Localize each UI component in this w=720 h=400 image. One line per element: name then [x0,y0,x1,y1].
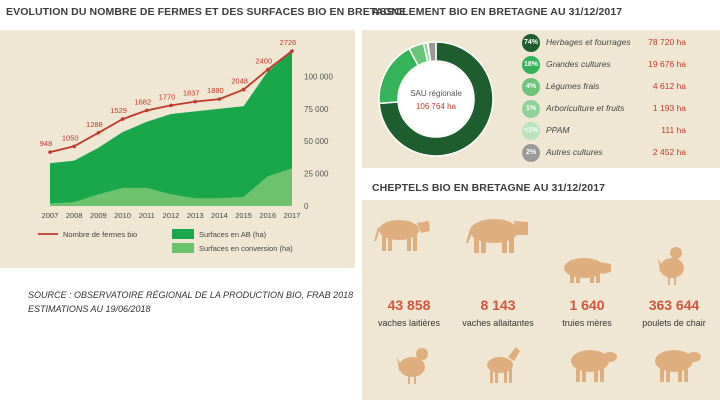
area-chart: 948 1050 1288 1529 1682 1770 1837 1880 2048 2400 2… [38,38,333,253]
x-tick-label: 2017 [284,211,301,220]
x-tick-label: 2014 [211,211,228,220]
chart-title: EVOLUTION DU NOMBRE DE FERMES ET DES SUR… [6,6,407,18]
farm-label: 1529 [110,106,127,115]
x-tick-label: 2016 [259,211,276,220]
pie-legend-row: 18% Grandes cultures 19 676 ha [522,56,712,74]
broilers-value: 363 644 [648,297,700,313]
farm-point [72,144,76,149]
broilers-label: poulets de chair [642,318,706,328]
legend-farms-label: Nombre de fermes bio [63,230,137,239]
x-tick-label: 2008 [66,211,83,220]
farm-label: 1682 [134,97,151,106]
farm-label: 1050 [62,133,79,142]
chart-panel: 948 1050 1288 1529 1682 1770 1837 1880 2048 2400 2… [0,30,355,268]
farm-point [145,108,149,113]
farm-point [266,67,270,72]
pie-legend-label: Arboriculture et fruits [546,103,625,113]
pie-legend-badge: 74% [522,34,540,52]
farm-point [217,97,222,101]
farm-label: 1288 [86,120,103,129]
pie-legend-row: 1% Arboriculture et fruits 1 193 ha [522,100,712,118]
pie-legend-badge: 1% [522,100,540,118]
donut-slice [426,41,437,63]
donut-slice [378,41,494,157]
legend-conversion-swatch [172,243,194,253]
farm-label: 2400 [255,57,272,66]
area-surfaces-conversion [50,168,292,206]
donut-chart: SAU régionale 106 764 ha [378,41,494,157]
farm-point [241,87,246,92]
pie-legend-badge: 2% [522,144,540,162]
chicken-icon [658,247,684,285]
beef-cows-label: vaches allaitantes [462,318,534,328]
y-tick-label: 75 000 [304,105,329,114]
assolement-panel: SAU régionale 106 764 ha [362,30,720,168]
pie-legend-row: 4% Légumes frais 4 612 ha [522,78,712,96]
pie-legend-label: Légumes frais [546,81,600,91]
x-tick-label: 2015 [235,211,252,220]
pie-legend-label: Herbages et fourrages [546,37,631,47]
legend-conversion-label: Surfaces en conversion (ha) [199,244,293,253]
sows-label: truies mères [562,318,612,328]
ewe-icon [571,350,617,382]
pie-legend-value: 19 676 ha [648,59,686,69]
sow-icon [564,258,611,283]
farm-point [48,150,52,154]
dairy-cows-value: 43 858 [387,297,431,313]
cheptels-title: CHEPTELS BIO EN BRETAGNE AU 31/12/2017 [372,182,606,194]
beef-cow-icon [466,219,528,253]
farm-label: 948 [40,139,53,148]
farm-label: 2048 [231,77,248,86]
pie-legend-row: 74% Herbages et fourrages 78 720 ha [522,34,712,52]
x-tick-label: 2007 [42,211,59,220]
pie-legend-label: Grandes cultures [546,59,611,69]
pie-legend-label: PPAM [546,125,570,135]
pie-legend-value: 2 452 ha [652,147,686,157]
pie-legend-badge: 18% [522,56,540,74]
legend-ab-label: Surfaces en AB (ha) [199,230,267,239]
pie-legend-value: 4 612 ha [652,81,686,91]
source-text: SOURCE : OBSERVATOIRE RÉGIONAL DE LA PRO… [28,290,354,300]
pie-legend-row: 2% Autres cultures 2 452 ha [522,144,712,162]
farm-point [290,49,294,53]
pie-legend-value: 78 720 ha [648,37,686,47]
farm-point [120,117,125,121]
sheep-icon [655,350,701,382]
pie-legend-badge: 4% [522,78,540,96]
goat-icon [487,347,520,383]
dairy-cow-icon [374,220,430,251]
x-tick-label: 2013 [187,211,204,220]
y-tick-label: 100 000 [304,72,333,81]
pie-legend-row: <1% PPAM 111 ha [522,122,712,140]
pie-legend-label: Autres cultures [546,147,603,157]
legend-ab-swatch [172,229,194,239]
assolement-title: ASSOLEMENT BIO EN BRETAGNE AU 31/12/2017 [372,6,623,18]
pie-legend-value: 111 ha [661,125,686,135]
pie-legend-badge: <1% [522,122,540,140]
farm-label: 1770 [159,92,176,101]
sows-value: 1 640 [569,297,605,313]
x-tick-label: 2010 [114,211,131,220]
farm-label: 2726 [280,38,297,47]
area-surfaces-ab [50,51,292,206]
x-tick-label: 2011 [139,211,155,220]
donut-center-label: SAU régionale [410,89,462,98]
beef-cows-value: 8 143 [480,297,516,313]
laying-hen-icon [397,348,428,384]
estimation-text: ESTIMATIONS AU 19/06/2018 [28,304,151,314]
farm-label: 1880 [207,86,224,95]
donut-center-value: 106 764 ha [416,102,457,111]
pie-legend-value: 1 193 ha [652,103,686,113]
farm-point [96,130,101,135]
x-tick-label: 2012 [163,211,180,220]
y-tick-label: 25 000 [304,170,329,179]
farm-label: 1837 [183,89,200,98]
farm-point [169,103,173,108]
x-tick-label: 2009 [90,211,107,220]
y-tick-label: 0 [304,202,309,211]
y-tick-label: 50 000 [304,137,329,146]
dairy-cows-label: vaches laitières [377,318,441,328]
farm-point [193,99,197,104]
donut-center [399,62,473,136]
